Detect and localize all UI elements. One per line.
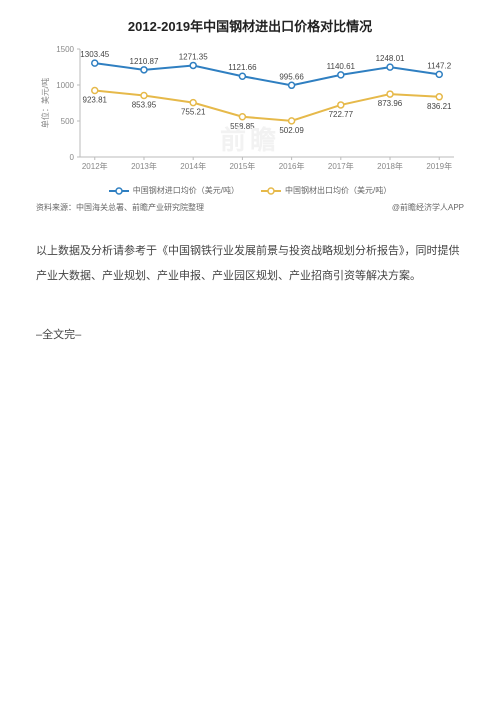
body-paragraph: 以上数据及分析请参考于《中国钢铁行业发展前景与投资战略规划分析报告》，同时提供产…	[36, 239, 464, 290]
svg-text:500: 500	[61, 117, 75, 126]
line-chart: 0 500 1000 1500 单位：美元/吨 2012年 2013年 2014年 2015年 2…	[36, 41, 464, 181]
svg-text:2012年: 2012年	[82, 161, 108, 171]
legend-label: 中国钢材出口均价（美元/吨）	[285, 185, 391, 196]
svg-text:2019年: 2019年	[426, 161, 452, 171]
svg-text:2015年: 2015年	[229, 161, 255, 171]
svg-text:873.96: 873.96	[378, 99, 403, 108]
svg-text:836.21: 836.21	[427, 102, 452, 111]
svg-text:2016年: 2016年	[279, 161, 305, 171]
end-mark: –全文完–	[36, 326, 464, 342]
chart-source-right: @前瞻经济学人APP	[392, 202, 464, 213]
svg-text:558.85: 558.85	[230, 122, 255, 131]
svg-text:2013年: 2013年	[131, 161, 157, 171]
svg-text:853.95: 853.95	[132, 101, 157, 110]
svg-text:1303.45: 1303.45	[80, 50, 109, 59]
svg-text:1121.66: 1121.66	[228, 63, 257, 72]
svg-text:502.09: 502.09	[279, 126, 304, 135]
body-paragraph-text: 以上数据及分析请参考于《中国钢铁行业发展前景与投资战略规划分析报告》，同时提供产…	[36, 239, 464, 290]
chart-legend: 中国钢材进口均价（美元/吨） 中国钢材出口均价（美元/吨）	[36, 185, 464, 196]
legend-item: 中国钢材进口均价（美元/吨）	[109, 185, 239, 196]
svg-text:单位：美元/吨: 单位：美元/吨	[40, 78, 50, 128]
svg-text:1500: 1500	[56, 45, 74, 54]
svg-text:1248.01: 1248.01	[376, 54, 405, 63]
svg-text:995.66: 995.66	[279, 72, 304, 81]
svg-text:1271.35: 1271.35	[179, 52, 208, 61]
svg-text:2014年: 2014年	[180, 161, 206, 171]
svg-text:923.81: 923.81	[83, 95, 108, 104]
svg-text:1140.61: 1140.61	[327, 62, 356, 71]
chart-source-left: 资料来源：中国海关总署、前瞻产业研究院整理	[36, 202, 204, 213]
chart-container: 2012-2019年中国钢材进出口价格对比情况 0 500 1000 1500 单位：美…	[36, 16, 464, 213]
legend-swatch	[261, 186, 281, 196]
svg-text:722.77: 722.77	[329, 110, 354, 119]
legend-item: 中国钢材出口均价（美元/吨）	[261, 185, 391, 196]
chart-title: 2012-2019年中国钢材进出口价格对比情况	[36, 16, 464, 35]
svg-text:2017年: 2017年	[328, 161, 354, 171]
document-page: { "chart": { "type": "line", "title": "2…	[0, 0, 500, 707]
svg-text:755.21: 755.21	[181, 108, 206, 117]
legend-swatch	[109, 186, 129, 196]
svg-text:1000: 1000	[56, 81, 74, 90]
svg-text:0: 0	[70, 153, 75, 162]
legend-label: 中国钢材进口均价（美元/吨）	[133, 185, 239, 196]
svg-text:1210.87: 1210.87	[130, 57, 159, 66]
svg-text:2018年: 2018年	[377, 161, 403, 171]
chart-source-row: 资料来源：中国海关总署、前瞻产业研究院整理 @前瞻经济学人APP	[36, 202, 464, 213]
svg-text:1147.2: 1147.2	[427, 61, 451, 70]
